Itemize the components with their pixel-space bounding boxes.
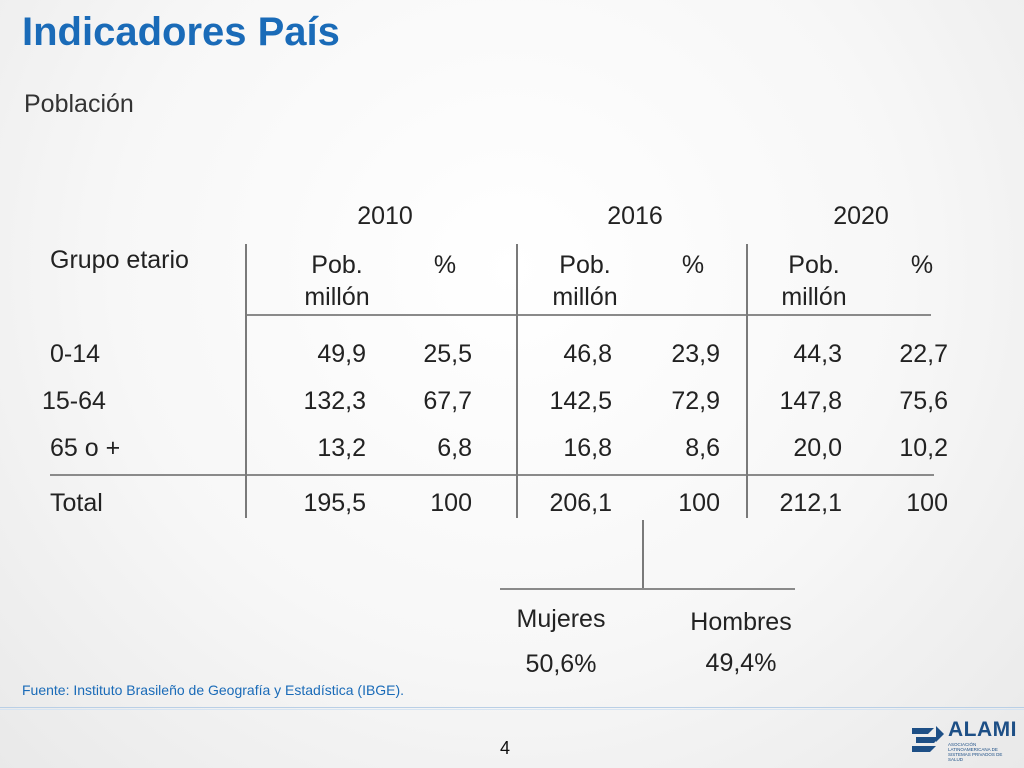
header-rule xyxy=(247,314,931,316)
cell-value: 20,0 xyxy=(793,434,842,462)
column-divider xyxy=(746,244,748,518)
page-number: 4 xyxy=(500,738,511,758)
cell-value: 49,9 xyxy=(317,340,366,368)
cell-value: 132,3 xyxy=(303,387,366,415)
pop-header-2010: Pob. millón xyxy=(304,251,370,311)
men-value: 49,4% xyxy=(705,649,777,677)
women-label: Mujeres xyxy=(516,605,606,633)
group-header: Grupo etario xyxy=(50,246,189,274)
year-header-2016: 2016 xyxy=(607,202,663,230)
cell-value: 72,9 xyxy=(671,387,720,415)
total-value: 206,1 xyxy=(549,489,612,517)
footer-divider xyxy=(0,707,1024,708)
cell-value: 23,9 xyxy=(671,340,720,368)
pop-header-2016: Pob. millón xyxy=(552,251,618,311)
total-value: 212,1 xyxy=(779,489,842,517)
cell-value: 16,8 xyxy=(563,434,612,462)
source-note: Fuente: Instituto Brasileño de Geografía… xyxy=(22,682,405,698)
year-header-2010: 2010 xyxy=(357,202,413,230)
cell-value: 8,6 xyxy=(685,434,720,462)
women-value: 50,6% xyxy=(525,650,597,678)
pct-header-2020: % xyxy=(910,251,934,279)
cell-value: 22,7 xyxy=(899,340,948,368)
row-group-label: 65 o + xyxy=(50,434,121,462)
cell-value: 147,8 xyxy=(779,387,842,415)
logo-emblem-icon xyxy=(912,726,944,752)
split-connector-horizontal xyxy=(500,588,795,590)
row-group-label: 15-64 xyxy=(42,387,106,415)
logo-subtitle: Asociación Latinoamericana de Sistemas P… xyxy=(948,742,1003,762)
total-value: 100 xyxy=(430,489,472,517)
total-value: 100 xyxy=(678,489,720,517)
slide-title: Indicadores País xyxy=(22,10,340,54)
slide-subtitle: Población xyxy=(24,90,134,118)
total-rule xyxy=(50,474,934,476)
cell-value: 25,5 xyxy=(423,340,472,368)
cell-value: 44,3 xyxy=(793,340,842,368)
cell-value: 142,5 xyxy=(549,387,612,415)
column-divider xyxy=(516,244,518,518)
cell-value: 6,8 xyxy=(437,434,472,462)
footer-divider xyxy=(0,709,1024,710)
cell-value: 67,7 xyxy=(423,387,472,415)
logo-name: ALAMI xyxy=(948,718,1017,741)
cell-value: 13,2 xyxy=(317,434,366,462)
total-label: Total xyxy=(50,489,103,517)
cell-value: 75,6 xyxy=(899,387,948,415)
cell-value: 10,2 xyxy=(899,434,948,462)
pct-header-2010: % xyxy=(433,251,457,279)
split-connector-vertical xyxy=(642,520,644,588)
column-divider xyxy=(245,244,247,518)
total-value: 100 xyxy=(906,489,948,517)
men-label: Hombres xyxy=(690,608,792,636)
pct-header-2016: % xyxy=(681,251,705,279)
row-group-label: 0-14 xyxy=(50,340,101,368)
year-header-2020: 2020 xyxy=(833,202,889,230)
pop-header-2020: Pob. millón xyxy=(781,251,847,311)
cell-value: 46,8 xyxy=(563,340,612,368)
total-value: 195,5 xyxy=(303,489,366,517)
